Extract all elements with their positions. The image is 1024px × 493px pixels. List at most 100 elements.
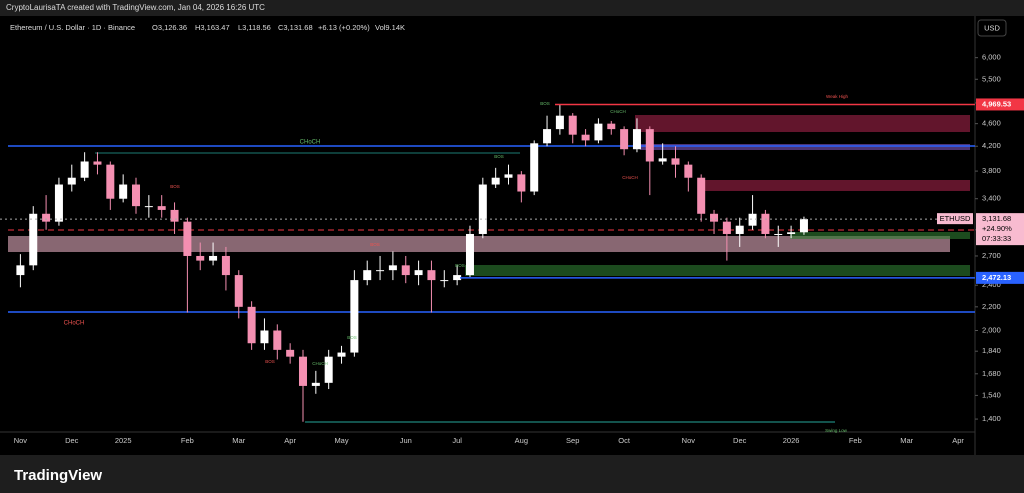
x-tick-label: Mar xyxy=(232,436,245,445)
y-tick-label: 4,600 xyxy=(982,119,1001,128)
y-tick-label: 2,200 xyxy=(982,302,1001,311)
candle-body xyxy=(465,233,474,276)
candle-body xyxy=(106,164,115,199)
candle-body xyxy=(440,280,449,282)
brand: TradingView xyxy=(14,467,102,484)
candle-body xyxy=(93,161,102,165)
candle-body xyxy=(42,213,51,222)
x-tick-label: Jun xyxy=(400,436,412,445)
x-tick-label: Apr xyxy=(284,436,296,445)
y-tick-label: 2,700 xyxy=(982,251,1001,260)
candle-body xyxy=(671,158,680,165)
annotation: BOS xyxy=(540,101,550,106)
candle-body xyxy=(298,356,307,386)
annotation: CHoCH xyxy=(622,175,638,180)
zone xyxy=(790,232,970,239)
candle-body xyxy=(132,184,141,207)
candle-body xyxy=(645,129,654,162)
candle-body xyxy=(401,265,410,276)
annotation: BOS xyxy=(265,359,275,364)
annotation: BOS xyxy=(370,242,380,247)
ohlc-high: H3,163.47 xyxy=(195,23,230,32)
candle-body xyxy=(710,213,719,222)
zone xyxy=(8,236,950,252)
last-price-box xyxy=(976,213,1024,246)
candle-body xyxy=(543,129,552,144)
annotation: BOS xyxy=(494,154,504,159)
attribution: CryptoLaurisaTA created with TradingView… xyxy=(6,3,265,12)
currency-box[interactable] xyxy=(977,19,1007,37)
y-tick-label: 2,000 xyxy=(982,325,1001,334)
candle-body xyxy=(234,275,243,307)
y-tick-label: 2,400 xyxy=(982,280,1001,289)
x-tick-label: Nov xyxy=(14,436,28,445)
candle-body xyxy=(350,280,359,353)
x-tick-label: Sep xyxy=(566,436,579,445)
candle-body xyxy=(157,206,166,210)
candle-body xyxy=(324,356,333,383)
last-price: 3,131.68 xyxy=(982,214,1011,223)
annotation: Swing Low xyxy=(825,428,848,433)
candle-body xyxy=(427,270,436,281)
volume: Vol9.14K xyxy=(375,23,405,32)
change: +6.13 (+0.20%) xyxy=(318,23,370,32)
candle-body xyxy=(568,115,577,135)
last-price-countdown: 07:33:33 xyxy=(982,234,1011,243)
candle-body xyxy=(196,255,205,261)
x-tick-label: Oct xyxy=(618,436,631,445)
candle-body xyxy=(80,161,89,178)
candle-body xyxy=(517,174,526,192)
x-tick-label: Apr xyxy=(952,436,964,445)
x-tick-label: May xyxy=(334,436,348,445)
top-bar xyxy=(0,0,1024,16)
candle-body xyxy=(260,330,269,344)
candle-body xyxy=(722,221,731,234)
candle-body xyxy=(363,270,372,281)
candle-body xyxy=(209,255,218,261)
candle-body xyxy=(787,232,796,234)
annotation: BOS xyxy=(170,184,180,189)
x-tick-label: Feb xyxy=(181,436,194,445)
last-price-name-box xyxy=(937,213,973,225)
ohlc-close: C3,131.68 xyxy=(278,23,313,32)
candle-body xyxy=(311,382,320,386)
zone xyxy=(465,265,970,276)
level-label: 4,969.53 xyxy=(982,99,1011,108)
y-tick-label: 4,200 xyxy=(982,141,1001,150)
annotation: Weak High xyxy=(826,94,848,99)
candle-body xyxy=(748,213,757,226)
candle-body xyxy=(376,270,385,272)
zone xyxy=(635,115,970,132)
zones xyxy=(8,115,975,423)
level-label-box xyxy=(976,98,1024,111)
last-price-change: +24.90% xyxy=(982,224,1012,233)
y-tick-label: 1,840 xyxy=(982,346,1001,355)
zone xyxy=(640,144,970,150)
annotation: BOS xyxy=(455,263,465,268)
currency[interactable]: USD xyxy=(984,23,1000,32)
candle-body xyxy=(761,213,770,234)
x-tick-label: 2025 xyxy=(115,436,132,445)
annotation: CHoCH xyxy=(64,321,85,327)
candle-body xyxy=(273,330,282,350)
candle-body xyxy=(774,233,783,235)
candle-body xyxy=(247,306,256,344)
annotation: CHoCH xyxy=(610,109,626,114)
candle-body xyxy=(697,177,706,214)
candle-body xyxy=(735,225,744,234)
ohlc-open: O3,126.36 xyxy=(152,23,187,32)
level-label-box xyxy=(976,271,1024,284)
y-tick-label: 3,800 xyxy=(982,166,1001,175)
y-tick-label: 1,540 xyxy=(982,390,1001,399)
candle-body xyxy=(530,143,539,192)
candle-body xyxy=(337,352,346,357)
candle-body xyxy=(221,255,230,276)
candle-body xyxy=(607,123,616,130)
x-tick-label: Jul xyxy=(452,436,462,445)
x-tick-label: Dec xyxy=(733,436,747,445)
candle-body xyxy=(799,219,808,233)
zone xyxy=(700,180,970,191)
candle-body xyxy=(388,265,397,271)
